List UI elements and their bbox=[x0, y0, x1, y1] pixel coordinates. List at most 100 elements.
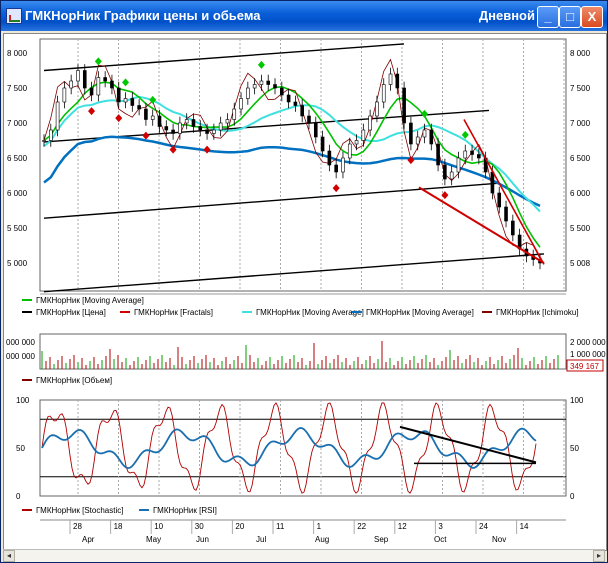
candle-body bbox=[123, 98, 128, 103]
price-y-tick-left: 6 500 bbox=[7, 154, 28, 163]
fractal-up-marker bbox=[257, 60, 265, 69]
legend-label: ГМКНорНик [Moving Average] bbox=[256, 308, 364, 317]
osc-y-tick-right: 100 bbox=[570, 396, 584, 405]
x-axis-month-label: Jun bbox=[196, 535, 209, 544]
candle-body bbox=[137, 105, 141, 110]
candle-body bbox=[150, 115, 155, 120]
x-axis-month-label: Nov bbox=[492, 535, 506, 544]
fractal-up-marker bbox=[94, 57, 102, 66]
legend-label: ГМКНорНик [Цена] bbox=[36, 308, 106, 317]
osc-y-tick-right: 50 bbox=[570, 444, 579, 453]
candle-body bbox=[171, 129, 175, 134]
candle-body bbox=[89, 87, 94, 96]
candle-body bbox=[164, 126, 169, 131]
maximize-button[interactable]: □ bbox=[559, 6, 581, 28]
candle-body bbox=[103, 77, 107, 82]
candle-body bbox=[307, 115, 311, 124]
price-y-tick-left: 7 000 bbox=[7, 119, 28, 128]
x-axis-day-label: 10 bbox=[154, 522, 163, 531]
window-title: ГМКНорНик Графики цены и обьема bbox=[25, 8, 261, 23]
candle-body bbox=[110, 80, 114, 89]
oscillator-grid: 100 100 50 50 0 0 bbox=[16, 396, 584, 501]
candle-body bbox=[477, 154, 481, 159]
candle-body bbox=[76, 70, 80, 82]
candle-body bbox=[191, 119, 196, 127]
candle-body bbox=[511, 220, 515, 236]
volume-last-value-box bbox=[566, 359, 604, 372]
candle-body bbox=[490, 171, 495, 194]
x-axis-day-label: 3 bbox=[438, 522, 443, 531]
candle-body bbox=[69, 80, 73, 89]
price-y-tick-right: 6 500 bbox=[570, 154, 591, 163]
fractal-down-marker bbox=[332, 184, 340, 193]
oscillator-legend: ГМКНорНик [Stochastic] ГМКНорНик [RSI] bbox=[22, 506, 217, 515]
candle-body bbox=[504, 206, 508, 222]
volume-legend: ГМКНорНик [Объем] bbox=[22, 376, 112, 385]
fractal-up-marker bbox=[122, 78, 130, 87]
candle-body bbox=[205, 129, 209, 134]
candle-body bbox=[130, 98, 135, 106]
x-axis-day-label: 20 bbox=[235, 522, 244, 531]
osc-y-tick-left: 50 bbox=[16, 444, 25, 453]
candle-body bbox=[266, 80, 271, 85]
candle-body bbox=[212, 129, 216, 134]
volume-bars bbox=[41, 341, 559, 369]
osc-y-tick-left: 100 bbox=[16, 396, 30, 405]
candle-body bbox=[341, 157, 345, 173]
candle-body bbox=[463, 150, 468, 159]
candle-body bbox=[198, 126, 203, 131]
vol-tick-left-1: 000 000 bbox=[6, 338, 35, 347]
price-y-tick-left: 5 500 bbox=[7, 224, 28, 233]
x-axis-day-label: 30 bbox=[195, 522, 204, 531]
x-axis-day-label: 18 bbox=[114, 522, 123, 531]
close-button[interactable]: X bbox=[581, 6, 603, 28]
price-y-tick-right: 8 000 bbox=[570, 49, 591, 58]
price-series bbox=[42, 43, 545, 293]
price-chart-svg[interactable]: 8 000 8 000 7 500 7 500 7 000 7 000 6 500 6 500… bbox=[4, 34, 606, 550]
fractal-down-marker bbox=[407, 156, 415, 165]
candle-body bbox=[42, 140, 46, 142]
x-axis-month-label: Sep bbox=[374, 535, 389, 544]
chart-area[interactable]: 8 000 8 000 7 500 7 500 7 000 7 000 6 500 6 500… bbox=[3, 33, 607, 551]
x-axis-month-label: May bbox=[146, 535, 161, 544]
candle-body bbox=[144, 108, 148, 120]
title-bar[interactable]: ГМКНорНик Графики цены и обьема Дневной … bbox=[1, 1, 607, 31]
candle-body bbox=[246, 87, 250, 99]
candle-body bbox=[470, 150, 474, 155]
candle-body bbox=[375, 101, 379, 117]
period-label: Дневной bbox=[478, 8, 535, 23]
channel-bottom-line bbox=[43, 253, 545, 293]
x-axis-month-label: Aug bbox=[315, 535, 329, 544]
volume-last-value: 349 167 bbox=[570, 362, 599, 371]
scroll-right-icon[interactable]: ▸ bbox=[593, 550, 605, 562]
legend-label: ГМКНорНик [Moving Average] bbox=[366, 308, 474, 317]
downtrend-line-2 bbox=[463, 119, 545, 265]
legend-label: ГМКНорНик [RSI] bbox=[153, 506, 217, 515]
candle-body bbox=[178, 122, 182, 134]
ma-green-line bbox=[43, 81, 541, 248]
candle-body bbox=[395, 73, 400, 89]
osc-y-tick-left: 0 bbox=[16, 492, 21, 501]
x-axis-day-label: 22 bbox=[357, 522, 366, 531]
candle-body bbox=[293, 101, 298, 106]
candle-body bbox=[218, 122, 223, 131]
candle-body bbox=[55, 101, 60, 131]
minimize-button[interactable]: _ bbox=[537, 6, 559, 28]
candle-body bbox=[48, 129, 53, 141]
candle-body bbox=[239, 98, 243, 110]
price-y-tick-right: 5 500 bbox=[570, 224, 591, 233]
scroll-left-icon[interactable]: ◂ bbox=[3, 550, 15, 562]
candle-body bbox=[225, 119, 230, 124]
legend-label: ГМКНорНик [Fractals] bbox=[134, 308, 213, 317]
ichimoku-line bbox=[43, 58, 541, 259]
candle-body bbox=[402, 87, 406, 124]
osc-y-tick-right: 0 bbox=[570, 492, 575, 501]
candle-body bbox=[259, 80, 264, 85]
candle-body bbox=[280, 87, 284, 96]
price-y-tick-right: 7 500 bbox=[570, 84, 591, 93]
fractal-down-marker bbox=[142, 131, 150, 140]
price-y-tick-left: 6 000 bbox=[7, 189, 28, 198]
horizontal-scrollbar[interactable]: ◂ ▸ bbox=[3, 549, 605, 562]
